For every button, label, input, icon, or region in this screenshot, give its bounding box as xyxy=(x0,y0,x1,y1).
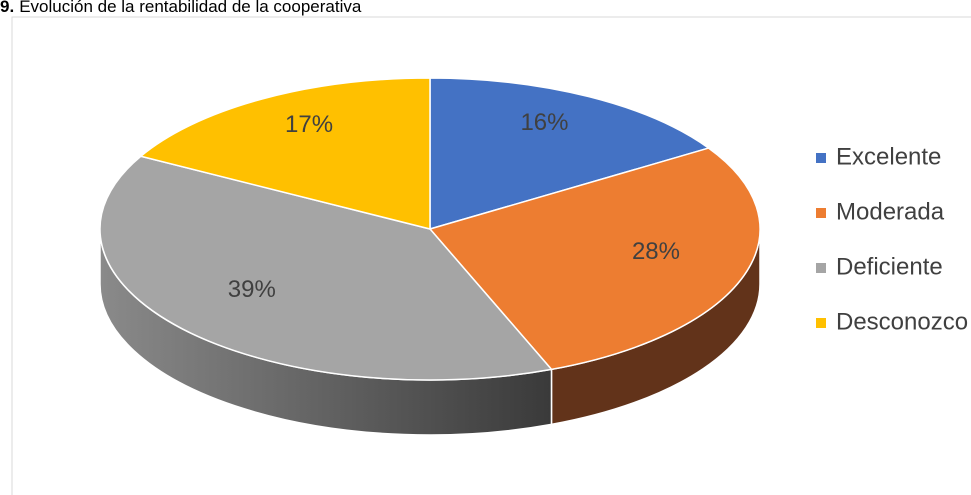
legend-swatch xyxy=(816,153,826,163)
legend-swatch xyxy=(816,318,826,328)
legend-swatch xyxy=(816,208,826,218)
title-number: 9. xyxy=(0,0,14,16)
legend-label: Desconozco xyxy=(836,308,968,335)
legend-swatch xyxy=(816,263,826,273)
legend-label: Excelente xyxy=(836,143,941,170)
pie-slice xyxy=(139,77,431,230)
pie-slice xyxy=(428,147,761,371)
data-label: 39% xyxy=(228,276,276,303)
title-text: Evolución de la rentabilidad de la coope… xyxy=(19,0,362,16)
data-label: 28% xyxy=(632,238,680,265)
chart-title: 9. Evolución de la rentabilidad de la coo… xyxy=(0,0,362,16)
pie-slice xyxy=(99,155,553,381)
legend-label: Moderada xyxy=(836,198,945,225)
data-label: 16% xyxy=(520,109,568,136)
legend-label: Deficiente xyxy=(836,253,943,280)
pie-slice xyxy=(429,77,711,230)
data-label: 17% xyxy=(285,111,333,138)
